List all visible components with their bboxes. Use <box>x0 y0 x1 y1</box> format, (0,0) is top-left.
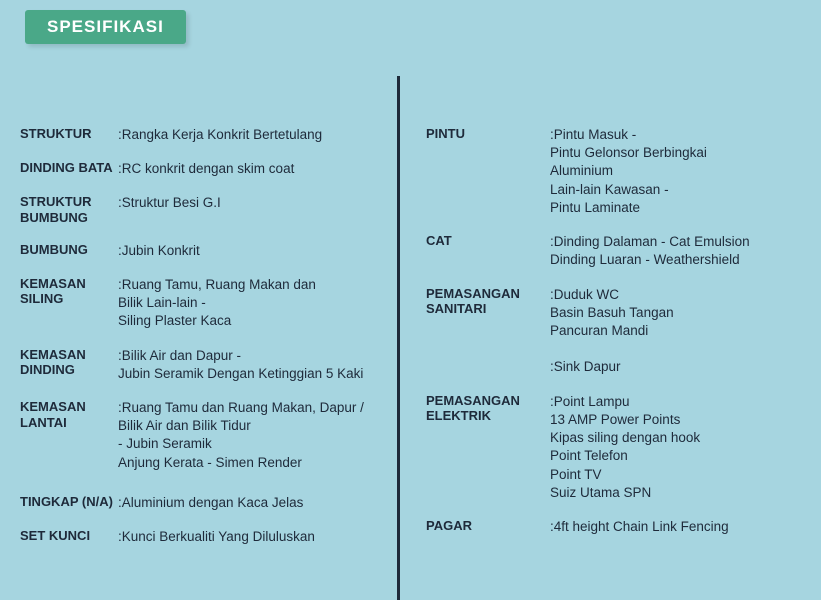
spec-value: :Kunci Berkualiti Yang Diluluskan <box>118 528 315 546</box>
spec-row: SET KUNCI:Kunci Berkualiti Yang Dilulusk… <box>20 528 377 546</box>
right-column: PINTU:Pintu Masuk - Pintu Gelonsor Berbi… <box>400 76 821 600</box>
spec-value: :Pintu Masuk - Pintu Gelonsor Berbingkai… <box>550 126 707 217</box>
spec-label: STRUKTUR BUMBUNG <box>20 194 118 225</box>
spec-value: :Point Lampu 13 AMP Power Points Kipas s… <box>550 393 700 502</box>
spec-label: PINTU <box>426 126 550 142</box>
spec-row: PEMASANGAN SANITARI:Duduk WC Basin Basuh… <box>426 286 801 377</box>
spec-label: KEMASAN DINDING <box>20 347 118 378</box>
spec-value: :Bilik Air dan Dapur - Jubin Seramik Den… <box>118 347 363 383</box>
spec-value: :Ruang Tamu dan Ruang Makan, Dapur / Bil… <box>118 399 364 472</box>
spec-label: CAT <box>426 233 550 249</box>
spec-value: :Rangka Kerja Konkrit Bertetulang <box>118 126 322 144</box>
spec-label: KEMASAN SILING <box>20 276 118 307</box>
spec-label: PEMASANGAN SANITARI <box>426 286 550 317</box>
spec-label: TINGKAP (N/A) <box>20 494 118 510</box>
spec-row: PEMASANGAN ELEKTRIK:Point Lampu 13 AMP P… <box>426 393 801 502</box>
spec-value: :Struktur Besi G.I <box>118 194 221 212</box>
spec-row: TINGKAP (N/A):Aluminium dengan Kaca Jela… <box>20 494 377 512</box>
title-text: SPESIFIKASI <box>47 17 164 36</box>
spec-value: :Dinding Dalaman - Cat Emulsion Dinding … <box>550 233 750 269</box>
spec-value: :RC konkrit dengan skim coat <box>118 160 294 178</box>
spec-label: STRUKTUR <box>20 126 118 142</box>
spec-label: BUMBUNG <box>20 242 118 258</box>
spec-row: CAT:Dinding Dalaman - Cat Emulsion Dindi… <box>426 233 801 269</box>
spec-row: PINTU:Pintu Masuk - Pintu Gelonsor Berbi… <box>426 126 801 217</box>
spec-row: BUMBUNG:Jubin Konkrit <box>20 242 377 260</box>
spec-value: :Duduk WC Basin Basuh Tangan Pancuran Ma… <box>550 286 674 377</box>
spec-content: STRUKTUR:Rangka Kerja Konkrit Bertetulan… <box>0 76 821 600</box>
spec-row: KEMASAN LANTAI:Ruang Tamu dan Ruang Maka… <box>20 399 377 472</box>
spec-value: :Jubin Konkrit <box>118 242 200 260</box>
spec-label: PEMASANGAN ELEKTRIK <box>426 393 550 424</box>
spec-label: DINDING BATA <box>20 160 118 176</box>
spec-value: :Aluminium dengan Kaca Jelas <box>118 494 303 512</box>
spec-label: KEMASAN LANTAI <box>20 399 118 430</box>
spec-value: :4ft height Chain Link Fencing <box>550 518 729 536</box>
title-badge: SPESIFIKASI <box>25 10 186 44</box>
spec-row: PAGAR:4ft height Chain Link Fencing <box>426 518 801 536</box>
spec-row: KEMASAN SILING:Ruang Tamu, Ruang Makan d… <box>20 276 377 331</box>
spec-label: SET KUNCI <box>20 528 118 544</box>
spec-row: DINDING BATA:RC konkrit dengan skim coat <box>20 160 377 178</box>
spec-row: KEMASAN DINDING:Bilik Air dan Dapur - Ju… <box>20 347 377 383</box>
spec-value: :Ruang Tamu, Ruang Makan dan Bilik Lain-… <box>118 276 316 331</box>
spec-row: STRUKTUR:Rangka Kerja Konkrit Bertetulan… <box>20 126 377 144</box>
spec-row: STRUKTUR BUMBUNG:Struktur Besi G.I <box>20 194 377 225</box>
spec-label: PAGAR <box>426 518 550 534</box>
left-column: STRUKTUR:Rangka Kerja Konkrit Bertetulan… <box>0 76 400 600</box>
